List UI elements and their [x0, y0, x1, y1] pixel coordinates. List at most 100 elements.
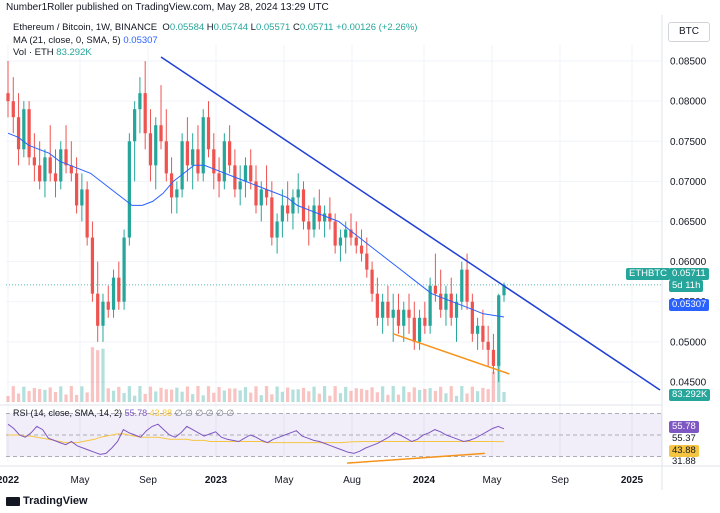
candle-body: [59, 149, 63, 182]
currency-button[interactable]: BTC: [668, 22, 710, 42]
change-value: +0.00126 (+2.26%): [336, 22, 418, 33]
candle-body: [169, 173, 174, 198]
candle-body: [381, 301, 385, 318]
volume-bar: [117, 386, 121, 402]
volume-bar: [381, 386, 385, 402]
candle-body: [317, 205, 321, 222]
volume-bar: [354, 388, 358, 402]
volume-bar: [48, 387, 52, 402]
x-tick-label: May: [71, 475, 90, 486]
candle-body: [164, 141, 168, 174]
volume-bar: [296, 389, 300, 402]
candle-body: [43, 157, 47, 182]
candle-body: [111, 277, 116, 310]
candle-body: [148, 133, 153, 166]
candle-body: [259, 189, 263, 206]
candle-body: [344, 229, 348, 238]
candle-body: [391, 309, 395, 318]
candle-body: [96, 293, 100, 326]
volume-bar: [212, 392, 216, 402]
candle-body: [301, 189, 306, 222]
volume-bar: [69, 386, 73, 402]
candle-body: [338, 237, 343, 246]
volume-bar: [106, 388, 110, 402]
volume-bar: [312, 386, 316, 402]
volume-bar: [143, 393, 147, 402]
candle-body: [333, 221, 337, 246]
volume-bar: [349, 390, 353, 402]
low-value: 0.05571: [255, 22, 291, 33]
ma-row: MA (21, close, 0, SMA, 5) 0.05307: [13, 35, 417, 48]
volume-bar: [280, 391, 285, 402]
volume-bar: [238, 390, 242, 402]
candle-body: [106, 301, 110, 310]
x-tick-label: Aug: [343, 475, 361, 486]
y-tick-label: 0.04500: [670, 377, 707, 388]
candle-body: [159, 125, 163, 142]
y-tick-label: 0.08500: [670, 57, 707, 68]
volume-bar: [101, 348, 105, 402]
y-tick-label: 0.06500: [670, 217, 707, 228]
volume-bar: [486, 389, 490, 402]
candle-body: [16, 117, 21, 150]
volume-bar: [470, 386, 474, 402]
candle-body: [191, 149, 195, 166]
ma-price-tag: 0.05307: [669, 299, 710, 311]
volume-bar: [32, 388, 37, 402]
vol-label: Vol · ETH: [13, 47, 54, 58]
resistance-trendline: [160, 56, 661, 391]
x-tick-label: Sep: [551, 475, 569, 486]
volume-bar: [359, 388, 364, 402]
candle-body: [212, 149, 216, 174]
candle-body: [439, 293, 443, 310]
candle-body: [454, 301, 459, 318]
volume-bar: [133, 395, 137, 402]
volume-bar: [222, 390, 226, 402]
volume-bar: [338, 393, 343, 402]
candle-body: [386, 301, 390, 318]
symbol-tag: ETHBTC: [626, 268, 670, 280]
volume-bar: [164, 389, 168, 402]
candle-body: [127, 141, 131, 238]
candle-body: [349, 229, 353, 238]
candle-body: [122, 237, 126, 302]
candle-body: [270, 197, 274, 238]
candle-body: [101, 301, 105, 326]
volume-bar: [227, 388, 232, 402]
volume-bar: [53, 392, 58, 402]
candle-body: [375, 293, 379, 318]
candle-body: [328, 213, 332, 222]
volume-bar: [286, 387, 290, 402]
volume-bar: [22, 386, 26, 402]
tradingview-logo[interactable]: TradingView: [6, 495, 88, 507]
volume-bar: [201, 395, 205, 402]
volume-bar: [169, 389, 174, 402]
x-tick-label: Sep: [139, 475, 157, 486]
rsi-legend-value: 55.78: [124, 408, 148, 418]
vol-tag: 83.292K: [669, 389, 711, 401]
support-trendline: [392, 333, 510, 375]
candle-body: [32, 157, 37, 166]
low-label: L: [250, 22, 256, 33]
volume-bar: [407, 392, 411, 402]
open-value: 0.05584: [169, 22, 205, 33]
candle-body: [222, 141, 226, 182]
publisher-bar: Number1Roller published on TradingView.c…: [0, 0, 720, 15]
volume-bar: [259, 395, 263, 402]
symbol-title: Ethereum / Bitcoin, 1W, BINANCE: [13, 22, 158, 33]
volume-bar: [243, 387, 248, 402]
candle-body: [64, 149, 68, 166]
candle-body: [354, 237, 358, 246]
candle-body: [470, 301, 474, 334]
volume-bar: [328, 395, 332, 402]
volume-bar: [402, 386, 406, 402]
volume-bar: [217, 387, 221, 402]
volume-bar: [206, 386, 211, 402]
volume-bar: [270, 394, 274, 402]
candle-body: [465, 269, 469, 302]
rsi-tag-4: 31.88: [672, 456, 696, 467]
volume-bar: [249, 392, 253, 402]
volume-bar: [444, 393, 448, 402]
candle-body: [423, 317, 427, 326]
